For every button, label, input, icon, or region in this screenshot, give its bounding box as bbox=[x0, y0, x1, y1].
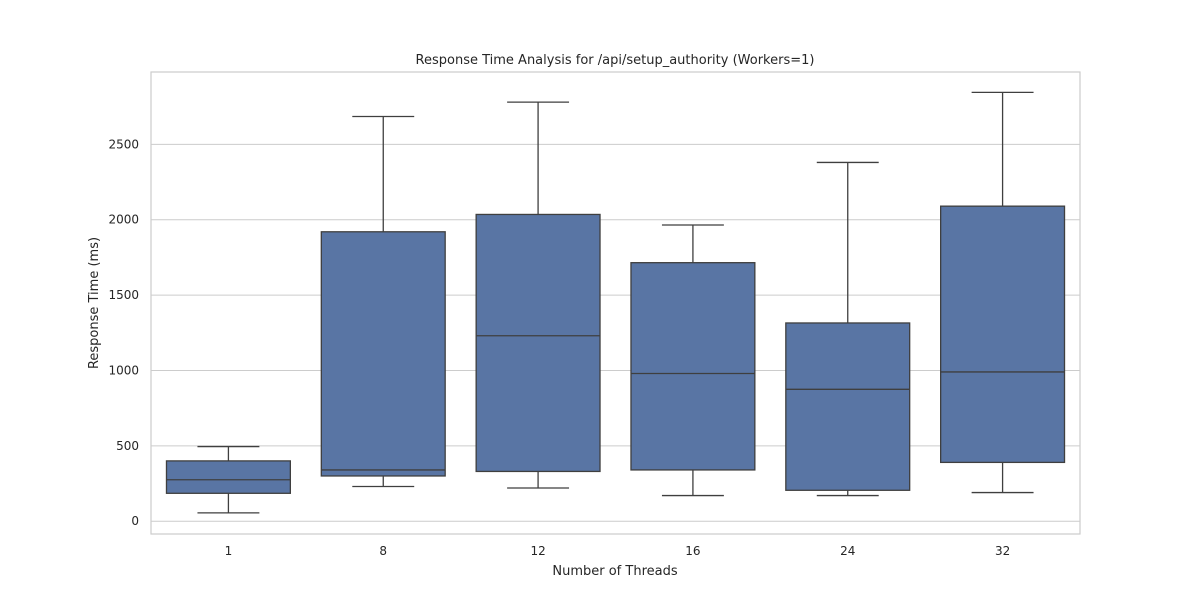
box-iqr bbox=[940, 205, 1066, 464]
plot-area-frame bbox=[150, 71, 1081, 535]
x-tick-label: 1 bbox=[225, 544, 233, 558]
box-group-threads-32 bbox=[940, 91, 1066, 494]
box-group-threads-12 bbox=[475, 101, 601, 489]
box-iqr bbox=[785, 322, 911, 491]
box-iqr bbox=[165, 460, 292, 494]
x-tick-label: 12 bbox=[530, 544, 545, 558]
box-group-threads-24 bbox=[785, 161, 911, 497]
box-iqr bbox=[630, 262, 756, 471]
x-axis-label: Number of Threads bbox=[552, 564, 677, 579]
y-tick-labels: 0 500 1000 1500 2000 2500 bbox=[108, 137, 139, 528]
y-tick-label: 1000 bbox=[108, 363, 139, 377]
box-iqr bbox=[475, 213, 601, 473]
y-tick-label: 500 bbox=[116, 439, 139, 453]
x-tick-label: 32 bbox=[995, 544, 1010, 558]
grid-lines bbox=[151, 143, 1080, 522]
y-tick-label: 0 bbox=[131, 514, 139, 528]
boxes bbox=[165, 91, 1066, 514]
x-tick-label: 16 bbox=[685, 544, 700, 558]
box-iqr bbox=[320, 231, 446, 477]
y-axis-label: Response Time (ms) bbox=[87, 237, 102, 369]
x-tick-label: 24 bbox=[840, 544, 855, 558]
x-tick-labels: 1 8 12 16 24 32 bbox=[225, 544, 1011, 558]
y-tick-label: 2000 bbox=[108, 213, 139, 227]
box-group-threads-16 bbox=[630, 224, 756, 497]
box-group-threads-1 bbox=[165, 445, 292, 514]
y-tick-label: 1500 bbox=[108, 288, 139, 302]
chart-title: Response Time Analysis for /api/setup_au… bbox=[416, 53, 815, 68]
y-tick-label: 2500 bbox=[108, 137, 139, 151]
box-group-threads-8 bbox=[320, 115, 446, 488]
x-tick-label: 8 bbox=[379, 544, 387, 558]
